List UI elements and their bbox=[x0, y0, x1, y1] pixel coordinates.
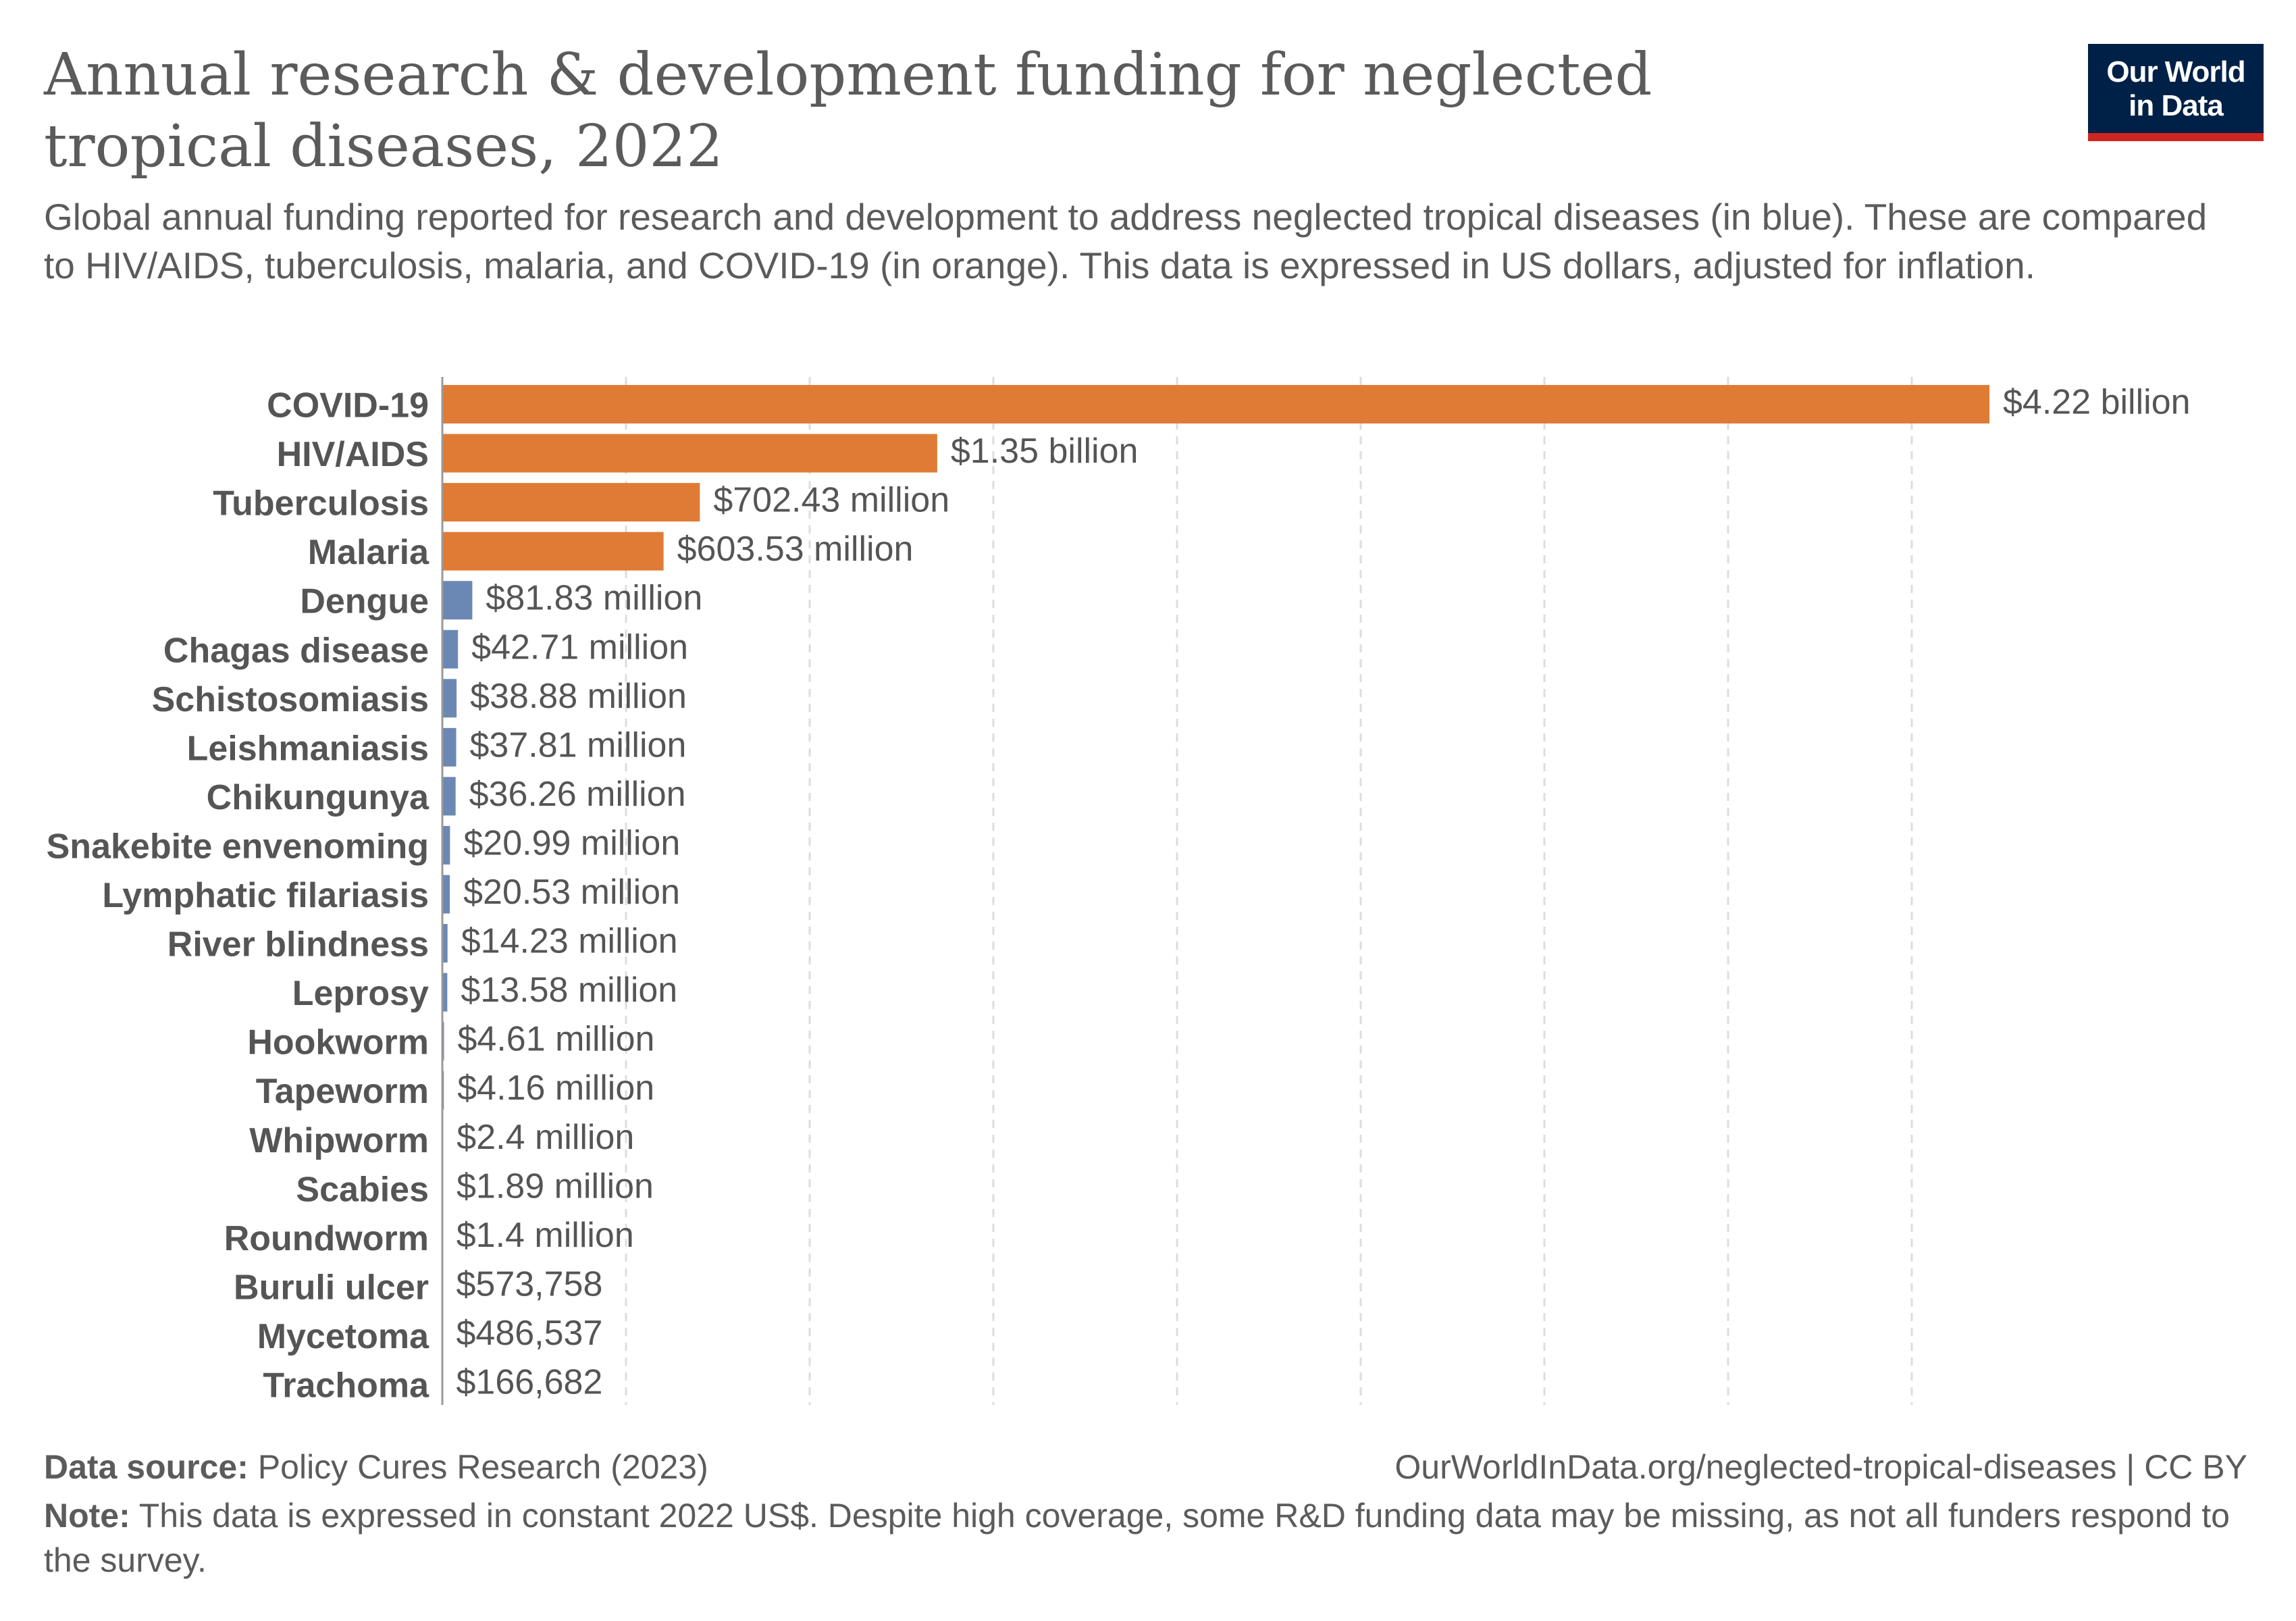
logo-line-1: Our World bbox=[2106, 55, 2245, 88]
category-label: Dengue bbox=[300, 582, 429, 621]
bar-leishmaniasis[interactable] bbox=[442, 727, 456, 767]
category-label: Roundworm bbox=[224, 1219, 429, 1258]
value-label: $2.4 million bbox=[456, 1118, 634, 1157]
value-label: $486,537 bbox=[456, 1314, 603, 1353]
chart-title: Annual research & development funding fo… bbox=[44, 41, 1652, 180]
bar-dengue[interactable] bbox=[442, 581, 473, 620]
category-label: Buruli ulcer bbox=[234, 1268, 429, 1307]
logo-line-2: in Data bbox=[2129, 89, 2224, 122]
value-labels: $4.22 billion $1.35 billion$702.43 millio… bbox=[456, 383, 2191, 1402]
chart-note: Note: This data is expressed in constant… bbox=[44, 1493, 2245, 1583]
value-label: $38.88 million bbox=[470, 677, 687, 716]
category-label: Scabies bbox=[296, 1170, 429, 1209]
value-label: $20.53 million bbox=[463, 873, 680, 912]
value-label: $1.89 million bbox=[456, 1166, 654, 1206]
owid-logo[interactable]: Our World in Data bbox=[2088, 44, 2264, 141]
value-label: $4.22 billion bbox=[2003, 383, 2191, 422]
category-label: Hookworm bbox=[247, 1023, 429, 1062]
value-label: $702.43 million bbox=[713, 481, 949, 520]
category-label: Lymphatic filariasis bbox=[102, 876, 429, 915]
bars bbox=[442, 385, 1989, 1404]
bar-chagas-disease[interactable] bbox=[442, 629, 459, 669]
bar-hiv-aids[interactable] bbox=[442, 434, 937, 473]
value-label: $4.61 million bbox=[458, 1020, 655, 1059]
bar-schistosomiasis[interactable] bbox=[442, 679, 457, 718]
category-label: Chagas disease bbox=[163, 631, 429, 670]
category-label: HIV/AIDS bbox=[277, 435, 429, 474]
value-label: $36.26 million bbox=[469, 775, 686, 814]
bar-malaria[interactable] bbox=[442, 532, 664, 571]
value-label: $1.35 billion bbox=[951, 432, 1139, 471]
category-label: Leishmaniasis bbox=[187, 729, 429, 768]
data-source: Data source: Policy Cures Research (2023… bbox=[44, 1445, 708, 1489]
bar-chikungunya[interactable] bbox=[442, 777, 456, 816]
value-label: $81.83 million bbox=[486, 579, 702, 618]
category-label: Tuberculosis bbox=[213, 484, 429, 523]
category-labels: COVID-19 HIV/AIDS Tuberculosis Malaria Dengu… bbox=[47, 386, 429, 1406]
value-label: $20.99 million bbox=[463, 823, 680, 863]
value-label: $14.23 million bbox=[461, 922, 678, 961]
data-source-label: Data source: bbox=[44, 1448, 249, 1486]
note-label: Note: bbox=[44, 1497, 130, 1535]
value-label: $1.4 million bbox=[456, 1216, 634, 1255]
bar-snakebite-envenoming[interactable] bbox=[442, 825, 450, 865]
category-label: Snakebite envenoming bbox=[47, 827, 429, 866]
value-label: $166,682 bbox=[456, 1363, 603, 1402]
category-label: Tapeworm bbox=[256, 1072, 429, 1111]
bar-leprosy[interactable] bbox=[442, 973, 448, 1012]
category-label: Chikungunya bbox=[207, 778, 429, 817]
logo-accent-bar bbox=[2088, 133, 2264, 141]
category-label: Whipworm bbox=[249, 1121, 429, 1160]
category-label: Leprosy bbox=[292, 974, 429, 1013]
value-label: $42.71 million bbox=[471, 627, 688, 667]
note-text: This data is expressed in constant 2022 … bbox=[44, 1497, 2230, 1579]
value-label: $37.81 million bbox=[470, 725, 687, 765]
data-source-link[interactable]: Policy Cures Research (2023) bbox=[257, 1448, 708, 1486]
value-label: $4.16 million bbox=[457, 1069, 654, 1108]
category-label: Malaria bbox=[308, 533, 429, 572]
category-label: Mycetoma bbox=[257, 1317, 429, 1356]
category-label: Schistosomiasis bbox=[152, 680, 429, 719]
value-label: $603.53 million bbox=[677, 530, 914, 569]
bar-covid-19[interactable] bbox=[442, 385, 1989, 423]
chart-subtitle: Global annual funding reported for resea… bbox=[44, 196, 2208, 286]
category-label: COVID-19 bbox=[267, 386, 429, 426]
bar-lymphatic-filariasis[interactable] bbox=[442, 875, 450, 914]
value-label: $573,758 bbox=[456, 1264, 603, 1304]
value-label: $13.58 million bbox=[461, 971, 677, 1010]
chart-url[interactable]: OurWorldInData.org/neglected-tropical-di… bbox=[1394, 1448, 2247, 1486]
category-label: Trachoma bbox=[263, 1366, 429, 1406]
category-label: River blindness bbox=[167, 925, 429, 964]
bar-river-blindness[interactable] bbox=[442, 924, 448, 963]
bar-tuberculosis[interactable] bbox=[442, 483, 700, 522]
